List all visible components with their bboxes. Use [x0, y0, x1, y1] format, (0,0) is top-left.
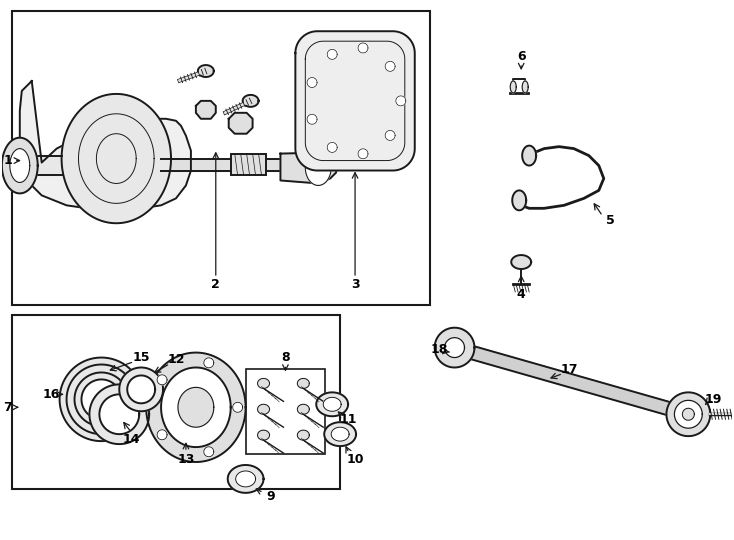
Polygon shape — [305, 150, 331, 185]
Text: 5: 5 — [606, 214, 615, 227]
Polygon shape — [161, 159, 291, 171]
Text: 19: 19 — [705, 393, 722, 406]
Text: 15: 15 — [132, 351, 150, 364]
Polygon shape — [75, 373, 128, 426]
Polygon shape — [127, 375, 155, 403]
Bar — [246, 369, 325, 454]
Polygon shape — [666, 393, 711, 436]
Polygon shape — [385, 131, 395, 140]
Text: 13: 13 — [177, 453, 195, 465]
Polygon shape — [20, 156, 62, 176]
Polygon shape — [99, 394, 139, 434]
Polygon shape — [67, 364, 137, 434]
Polygon shape — [228, 465, 264, 493]
Text: 4: 4 — [517, 288, 526, 301]
Polygon shape — [196, 101, 216, 119]
Text: 11: 11 — [339, 413, 357, 426]
Polygon shape — [297, 404, 309, 414]
Polygon shape — [305, 41, 405, 160]
Polygon shape — [297, 379, 309, 388]
Polygon shape — [233, 402, 243, 412]
Text: 12: 12 — [167, 353, 185, 366]
Text: 7: 7 — [4, 401, 12, 414]
Polygon shape — [331, 427, 349, 441]
Polygon shape — [81, 380, 121, 419]
Polygon shape — [178, 387, 214, 427]
Text: 6: 6 — [517, 50, 526, 63]
Text: 8: 8 — [281, 351, 290, 364]
Polygon shape — [327, 143, 337, 152]
Polygon shape — [258, 430, 269, 440]
Bar — [12, 11, 429, 305]
Polygon shape — [435, 328, 474, 368]
Polygon shape — [683, 408, 694, 420]
Polygon shape — [157, 430, 167, 440]
Text: 1: 1 — [4, 154, 12, 167]
Polygon shape — [198, 65, 214, 77]
Polygon shape — [161, 368, 230, 447]
Polygon shape — [62, 94, 171, 223]
Polygon shape — [327, 49, 337, 59]
Polygon shape — [120, 368, 163, 411]
Polygon shape — [229, 113, 252, 134]
Polygon shape — [522, 81, 528, 93]
Polygon shape — [297, 430, 309, 440]
Polygon shape — [236, 471, 255, 487]
Polygon shape — [324, 422, 356, 446]
Polygon shape — [2, 138, 37, 193]
Polygon shape — [157, 375, 167, 385]
Polygon shape — [510, 81, 516, 93]
Polygon shape — [90, 384, 149, 444]
Polygon shape — [307, 78, 317, 87]
Text: 3: 3 — [351, 279, 360, 292]
Polygon shape — [280, 153, 336, 184]
Polygon shape — [243, 95, 258, 107]
Polygon shape — [204, 447, 214, 457]
Polygon shape — [59, 357, 143, 441]
Polygon shape — [512, 191, 526, 210]
Polygon shape — [396, 96, 406, 106]
Text: 17: 17 — [560, 363, 578, 376]
Polygon shape — [316, 393, 348, 416]
Polygon shape — [258, 404, 269, 414]
Polygon shape — [20, 81, 191, 210]
Polygon shape — [445, 338, 465, 357]
Polygon shape — [204, 358, 214, 368]
Polygon shape — [675, 400, 702, 428]
Bar — [230, 153, 266, 176]
Polygon shape — [358, 149, 368, 159]
Polygon shape — [258, 379, 269, 388]
Polygon shape — [10, 148, 30, 183]
Text: 16: 16 — [43, 388, 60, 401]
Polygon shape — [307, 114, 317, 124]
Bar — [12, 315, 340, 489]
Polygon shape — [146, 353, 246, 462]
Polygon shape — [323, 397, 341, 411]
Polygon shape — [385, 62, 395, 71]
Text: 10: 10 — [346, 453, 364, 465]
Text: 18: 18 — [431, 343, 448, 356]
Text: 2: 2 — [211, 279, 220, 292]
Polygon shape — [512, 255, 531, 269]
Polygon shape — [522, 146, 536, 166]
Polygon shape — [454, 341, 688, 421]
Polygon shape — [295, 31, 415, 171]
Polygon shape — [358, 43, 368, 53]
Text: 9: 9 — [266, 490, 275, 503]
Text: 14: 14 — [123, 433, 140, 446]
